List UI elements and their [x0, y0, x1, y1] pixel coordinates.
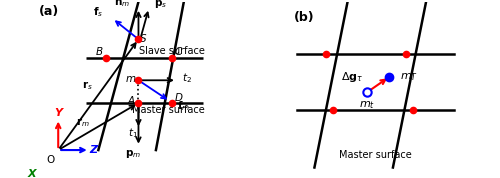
Text: (b): (b) [294, 11, 314, 23]
Text: $t_{1}$: $t_{1}$ [128, 126, 138, 140]
Text: m: m [126, 74, 136, 83]
Text: $\mathbf{r}_{s}$: $\mathbf{r}_{s}$ [82, 79, 93, 92]
Text: $\mathbf{n}_{m}$: $\mathbf{n}_{m}$ [114, 0, 130, 9]
Text: (a): (a) [39, 5, 60, 18]
Text: $\mathbf{r}_{m}$: $\mathbf{r}_{m}$ [76, 116, 90, 129]
Text: Master surface: Master surface [132, 105, 205, 115]
Text: A: A [127, 96, 134, 106]
Text: Z: Z [89, 145, 97, 155]
Text: O: O [46, 155, 54, 165]
Text: Master surface: Master surface [339, 150, 412, 160]
Text: X: X [28, 169, 36, 178]
Text: $m_{T}$: $m_{T}$ [400, 71, 418, 83]
Text: C: C [175, 47, 182, 57]
Text: D: D [174, 93, 182, 103]
Text: $\mathbf{p}_{s}$: $\mathbf{p}_{s}$ [154, 0, 168, 10]
Text: Slave surface: Slave surface [139, 46, 205, 56]
Text: $\mathbf{f}_{m}$: $\mathbf{f}_{m}$ [177, 100, 190, 113]
Text: $\mathbf{p}_{m}$: $\mathbf{p}_{m}$ [125, 148, 142, 159]
Text: B: B [96, 47, 102, 57]
Text: $t_{2}$: $t_{2}$ [182, 72, 192, 85]
Text: $m_{t}$: $m_{t}$ [358, 99, 375, 111]
Text: $\mathbf{f}_{s}$: $\mathbf{f}_{s}$ [94, 5, 104, 19]
Text: $\Delta\mathbf{g}_{\tau}$: $\Delta\mathbf{g}_{\tau}$ [341, 70, 363, 84]
Text: S: S [140, 34, 147, 44]
Text: Y: Y [54, 108, 62, 118]
